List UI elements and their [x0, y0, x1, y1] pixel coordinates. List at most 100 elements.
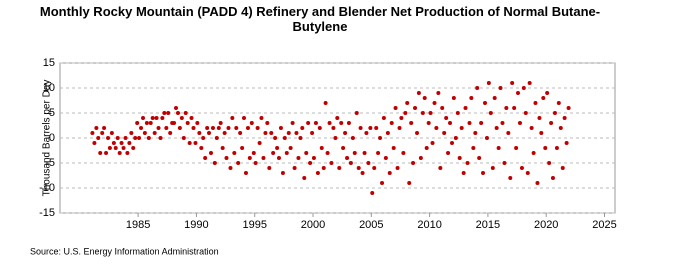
- point: [409, 121, 414, 125]
- point: [387, 171, 392, 175]
- point: [508, 176, 513, 180]
- point: [90, 131, 95, 135]
- point: [119, 141, 124, 145]
- point: [208, 151, 213, 155]
- point: [191, 126, 196, 130]
- point: [288, 146, 293, 150]
- point: [166, 111, 171, 115]
- point: [158, 136, 163, 140]
- point: [275, 146, 280, 150]
- point: [407, 181, 412, 185]
- x-tick-label: 2000: [301, 219, 325, 231]
- point: [92, 141, 97, 145]
- point: [531, 151, 536, 155]
- point: [465, 161, 470, 165]
- point: [249, 121, 254, 125]
- point: [290, 121, 295, 125]
- point: [253, 161, 258, 165]
- point: [393, 106, 398, 110]
- point: [362, 151, 367, 155]
- point: [284, 151, 289, 155]
- point: [475, 86, 480, 90]
- point: [218, 121, 223, 125]
- point: [144, 121, 149, 125]
- point: [278, 126, 283, 130]
- point: [385, 131, 390, 135]
- point: [193, 141, 198, 145]
- point: [271, 151, 276, 155]
- point: [488, 111, 493, 115]
- point: [424, 146, 429, 150]
- point: [226, 126, 231, 130]
- x-tick-label: 2010: [417, 219, 441, 231]
- point: [471, 146, 476, 150]
- point: [418, 156, 423, 160]
- point: [550, 176, 555, 180]
- point: [492, 96, 497, 100]
- point: [397, 126, 402, 130]
- point: [352, 151, 357, 155]
- point: [556, 101, 561, 105]
- x-tick-label: 2015: [476, 219, 500, 231]
- point: [325, 151, 330, 155]
- point: [521, 86, 526, 90]
- point: [545, 91, 550, 95]
- point: [94, 126, 99, 130]
- point: [381, 116, 386, 120]
- point: [243, 171, 248, 175]
- point: [554, 146, 559, 150]
- point: [486, 81, 491, 85]
- point: [346, 121, 351, 125]
- point: [549, 121, 554, 125]
- point: [484, 136, 489, 140]
- point: [168, 131, 173, 135]
- point: [230, 116, 235, 120]
- point: [506, 131, 511, 135]
- point: [162, 111, 167, 115]
- point: [541, 96, 546, 100]
- point: [343, 131, 348, 135]
- point: [453, 136, 458, 140]
- point: [467, 121, 472, 125]
- point: [139, 126, 144, 130]
- point: [282, 136, 287, 140]
- point: [515, 91, 520, 95]
- y-tick-label: -10: [39, 182, 55, 194]
- point: [263, 131, 268, 135]
- point: [374, 126, 379, 130]
- point: [269, 131, 274, 135]
- point: [335, 116, 340, 120]
- point: [228, 166, 233, 170]
- point: [107, 146, 112, 150]
- point: [308, 161, 313, 165]
- point: [504, 106, 509, 110]
- chart-title: Monthly Rocky Mountain (PADD 4) Refinery…: [39, 4, 601, 34]
- y-tick-label: 10: [43, 82, 55, 94]
- point: [510, 81, 515, 85]
- point: [356, 166, 361, 170]
- point: [442, 131, 447, 135]
- point: [276, 156, 281, 160]
- point: [216, 126, 221, 130]
- point: [535, 181, 540, 185]
- point: [481, 171, 486, 175]
- y-tick-label: 5: [49, 107, 55, 119]
- point: [310, 131, 315, 135]
- point: [514, 146, 519, 150]
- point: [232, 151, 237, 155]
- point: [306, 121, 311, 125]
- point: [160, 116, 165, 120]
- point: [238, 131, 243, 135]
- point: [210, 126, 215, 130]
- point: [432, 101, 437, 105]
- point: [183, 111, 188, 115]
- point: [129, 131, 134, 135]
- point: [494, 126, 499, 130]
- point: [311, 156, 316, 160]
- point: [292, 166, 297, 170]
- point: [525, 171, 530, 175]
- point: [212, 161, 217, 165]
- point: [234, 126, 239, 130]
- point: [240, 146, 245, 150]
